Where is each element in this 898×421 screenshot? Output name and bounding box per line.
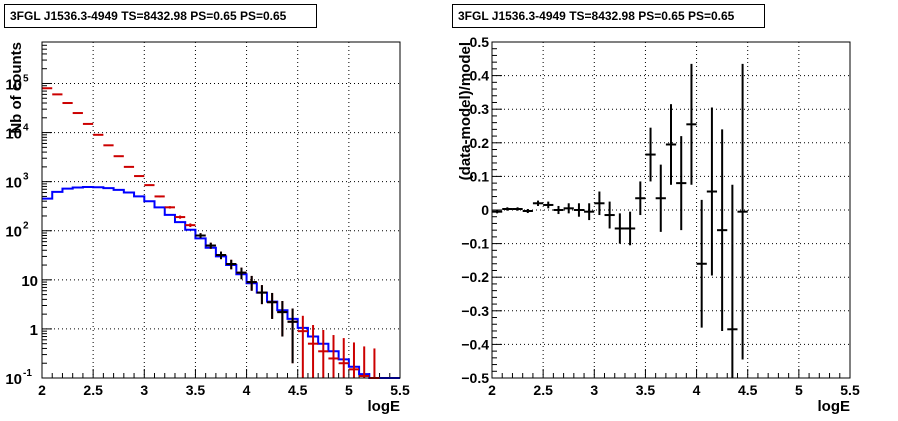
y-tick-label: 10: [5, 126, 22, 143]
x-tick-label: 5.5: [840, 382, 860, 398]
model-step-line: [42, 185, 400, 379]
x-tick-label: 2: [38, 382, 46, 398]
y-tick-label: 10: [21, 273, 38, 290]
y-tick-exponent: 5: [23, 73, 29, 84]
y-tick-exponent: 2: [23, 221, 29, 232]
x-tick-label: 3.5: [636, 382, 656, 398]
right-plot-title: 3FGL J1536.3-4949 TS=8432.98 PS=0.65 PS=…: [452, 4, 765, 28]
y-axis-label: (data-model)/model: [457, 42, 474, 180]
y-tick-label: 0.2: [470, 135, 490, 151]
x-tick-label: 4.5: [288, 382, 308, 398]
x-axis-label: logE: [368, 398, 401, 415]
y-tick-label: −0.3: [461, 303, 489, 319]
x-tick-label: 5.5: [390, 382, 410, 398]
y-tick-label: 10: [5, 371, 22, 388]
y-tick-label: 0.4: [470, 68, 490, 84]
y-tick-label: 10: [5, 175, 22, 192]
y-tick-label: −0.5: [461, 370, 489, 386]
x-tick-label: 4: [243, 382, 251, 398]
y-axis-label: Nb of counts: [8, 42, 25, 134]
y-tick-label: 10: [5, 224, 22, 241]
x-tick-label: 3: [140, 382, 148, 398]
x-tick-label: 5: [345, 382, 353, 398]
y-tick-label: 0.3: [470, 101, 490, 117]
y-tick-label: 0: [481, 202, 489, 218]
y-tick-label: −0.1: [461, 236, 489, 252]
residuals-chart: 2 2.5 3 3.5 4 4.5 5 5.5 −0.5 −0.4 −0.3 −0.2 −0.1 0 0.1…: [457, 34, 860, 415]
y-tick-label: 10: [5, 76, 22, 93]
y-tick-label: −0.2: [461, 269, 489, 285]
y-tick-label: 0.5: [470, 34, 490, 50]
y-tick-exponent: -1: [23, 368, 32, 379]
y-tick-label: −0.4: [461, 336, 489, 352]
x-tick-label: 3.5: [186, 382, 206, 398]
x-tick-label: 3: [590, 382, 598, 398]
x-axis-label: logE: [818, 398, 851, 415]
plot-frame: [491, 41, 851, 379]
y-tick-label: 0.1: [470, 168, 490, 184]
x-tick-label: 2.5: [83, 382, 103, 398]
x-tick-label: 2.5: [533, 382, 553, 398]
x-tick-label: 5: [795, 382, 803, 398]
x-tick-label: 2: [488, 382, 496, 398]
y-tick-exponent: 3: [23, 172, 29, 183]
y-tick-exponent: 4: [23, 123, 29, 134]
y-tick-label: 1: [30, 322, 38, 339]
plot-frame: [41, 41, 401, 379]
left-plot-title: 3FGL J1536.3-4949 TS=8432.98 PS=0.65 PS=…: [4, 4, 317, 28]
x-tick-label: 4: [693, 382, 701, 398]
x-tick-label: 4.5: [738, 382, 758, 398]
